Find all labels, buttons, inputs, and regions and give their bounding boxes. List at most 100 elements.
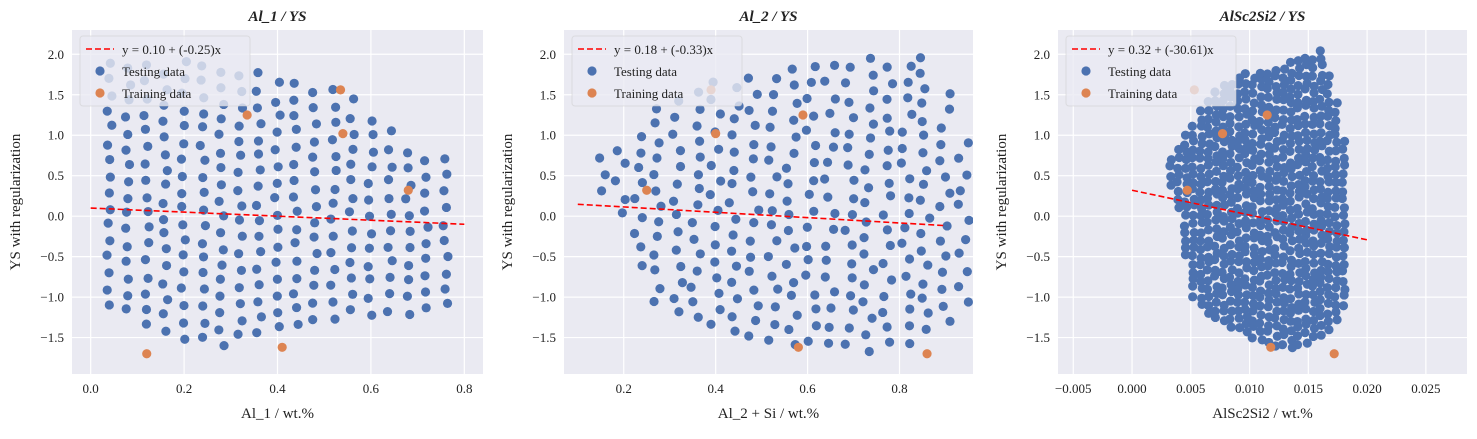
testing-point <box>1307 119 1317 130</box>
testing-point <box>1211 297 1221 307</box>
testing-point <box>1218 104 1228 114</box>
testing-point <box>308 87 318 98</box>
testing-point <box>1264 189 1275 199</box>
testing-point <box>620 158 630 168</box>
legend-box <box>79 35 251 107</box>
testing-point <box>1307 55 1318 65</box>
testing-point <box>1195 106 1206 116</box>
testing-point <box>1180 250 1191 260</box>
testing-point <box>311 202 322 212</box>
testing-point <box>767 206 777 216</box>
testing-point <box>121 256 131 266</box>
testing-point <box>1285 92 1295 102</box>
testing-point <box>789 80 799 90</box>
testing-point <box>865 133 876 143</box>
testing-point <box>1272 297 1282 307</box>
testing-point <box>1204 106 1214 116</box>
testing-point <box>840 225 850 235</box>
testing-point <box>1285 284 1295 294</box>
testing-point <box>1265 166 1275 177</box>
testing-point <box>1249 243 1259 253</box>
testing-point <box>1197 204 1207 214</box>
testing-point <box>1300 328 1310 338</box>
testing-point <box>1315 94 1325 104</box>
testing-point <box>1227 306 1237 316</box>
testing-point <box>1308 153 1318 163</box>
legend-fit-label: y = 0.18 + (-0.33)x <box>614 42 714 57</box>
testing-point <box>1232 203 1243 214</box>
testing-point <box>1247 316 1258 326</box>
testing-point <box>1308 331 1318 342</box>
testing-point <box>954 248 964 258</box>
testing-point <box>349 129 359 140</box>
testing-point <box>789 148 799 158</box>
plot-marks <box>90 57 465 359</box>
testing-point <box>1323 234 1333 244</box>
x-axis-label: AlSc2Si2 / wt.% <box>1212 406 1312 422</box>
testing-point <box>1315 209 1325 219</box>
testing-point <box>879 291 889 302</box>
testing-point <box>1255 254 1265 264</box>
testing-point <box>252 328 262 338</box>
legend-fit-label: y = 0.10 + (-0.25)x <box>122 42 222 57</box>
testing-point <box>1204 291 1214 302</box>
testing-point <box>784 209 794 220</box>
testing-point <box>821 241 831 251</box>
testing-point <box>849 175 859 185</box>
testing-point <box>272 274 283 284</box>
testing-point <box>922 166 932 176</box>
testing-point <box>766 142 776 152</box>
testing-point <box>214 196 224 206</box>
testing-point <box>312 248 322 259</box>
plot-marks <box>577 53 973 359</box>
testing-point <box>1315 184 1325 194</box>
testing-point <box>860 165 870 175</box>
testing-point <box>1337 177 1347 188</box>
testing-point <box>1338 235 1348 245</box>
testing-point <box>310 218 320 228</box>
testing-point <box>1323 316 1333 327</box>
testing-point <box>236 150 246 160</box>
testing-point <box>1256 189 1266 199</box>
testing-point <box>848 113 859 123</box>
testing-point <box>1322 89 1332 99</box>
testing-point <box>1255 116 1265 127</box>
testing-point <box>1278 234 1288 244</box>
testing-point <box>1241 119 1251 129</box>
testing-point <box>200 318 210 328</box>
testing-point <box>1330 202 1340 212</box>
testing-point <box>859 280 869 290</box>
testing-point <box>843 143 853 153</box>
testing-point <box>1309 258 1319 268</box>
testing-point <box>1225 240 1235 250</box>
testing-point <box>1181 210 1191 220</box>
testing-point <box>955 186 965 196</box>
y-tick-label: 0.5 <box>48 168 64 183</box>
testing-point <box>1225 314 1235 324</box>
testing-point <box>636 148 646 158</box>
testing-point <box>1324 218 1334 228</box>
testing-point <box>1211 184 1221 194</box>
testing-point <box>331 102 341 112</box>
testing-point <box>346 243 357 253</box>
testing-point <box>744 266 754 276</box>
testing-point <box>253 149 264 159</box>
testing-point <box>1271 105 1281 115</box>
testing-point <box>178 250 188 260</box>
testing-point <box>792 98 802 108</box>
testing-point <box>804 189 814 199</box>
testing-point <box>123 291 133 301</box>
testing-point <box>158 309 168 319</box>
testing-point <box>687 218 697 228</box>
testing-point <box>1211 110 1221 120</box>
testing-point <box>309 232 319 242</box>
testing-point <box>847 240 857 250</box>
testing-point <box>695 249 705 259</box>
testing-point <box>1271 154 1281 165</box>
testing-point <box>1278 176 1289 186</box>
testing-point <box>1196 276 1206 287</box>
y-tick-label: 0.0 <box>1034 209 1050 224</box>
testing-point <box>864 149 874 159</box>
testing-point <box>1226 197 1236 207</box>
testing-point <box>809 206 819 216</box>
